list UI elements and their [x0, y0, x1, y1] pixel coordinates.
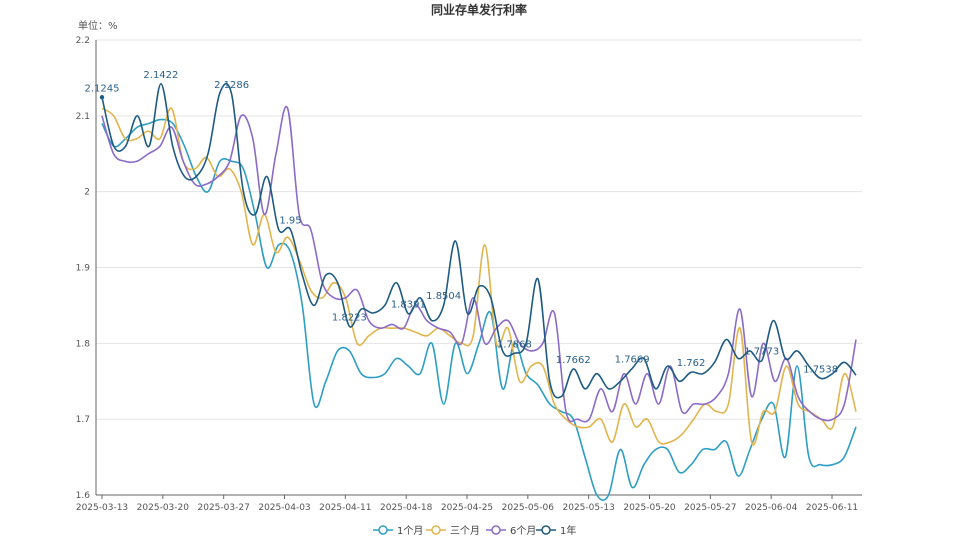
- data-label: 1.8223: [332, 312, 367, 323]
- data-label: 1.95: [279, 216, 301, 227]
- y-tick-label: 1.6: [76, 491, 91, 501]
- legend-marker: [431, 525, 441, 535]
- legend-marker: [491, 525, 501, 535]
- data-label: 2.1245: [85, 83, 120, 94]
- data-label: 1.8504: [426, 291, 461, 302]
- series-line-1: [101, 107, 857, 446]
- y-tick-label: 1.9: [76, 264, 91, 274]
- legend-label[interactable]: 三个月: [450, 525, 480, 537]
- x-tick-label: 2025-04-18: [380, 503, 433, 513]
- x-tick-label: 2025-05-13: [563, 503, 615, 513]
- data-label: 1.7669: [615, 354, 650, 365]
- legend-label[interactable]: 1年: [560, 524, 576, 537]
- x-tick-label: 2025-04-03: [258, 503, 310, 513]
- axes: 1.6 1.7 1.8 1.9 2 2.1 2.2 2025-03-13 2025-03-20 2…: [76, 36, 862, 513]
- legend-label[interactable]: 6个月: [510, 525, 536, 537]
- series-line-3: [101, 82, 857, 399]
- data-label: 2.1422: [143, 70, 178, 81]
- data-label: 1.8391: [391, 300, 426, 311]
- x-tick-label: 2025-03-13: [76, 503, 128, 513]
- x-tick-label: 2025-06-04: [745, 503, 798, 513]
- unit-label: 单位：%: [78, 19, 118, 32]
- x-tick-label: 2025-05-27: [684, 503, 736, 513]
- data-label: 1.7538: [803, 364, 838, 375]
- y-tick-label: 2.1: [76, 112, 90, 122]
- x-tick-label: 2025-04-25: [441, 503, 493, 513]
- y-tick-label: 1.8: [76, 339, 91, 349]
- grid-lines: [96, 39, 862, 496]
- x-tick-label: 2025-06-11: [806, 503, 858, 513]
- x-tick-label: 2025-03-20: [137, 503, 190, 513]
- y-tick-label: 2.2: [76, 36, 90, 46]
- x-tick-label: 2025-05-06: [502, 503, 555, 513]
- series-line-0: [101, 118, 857, 502]
- y-tick-label: 2: [84, 188, 90, 198]
- series-lines: [99, 82, 857, 502]
- data-label: 1.7868: [497, 339, 532, 350]
- x-tick-label: 2025-03-27: [198, 503, 250, 513]
- y-tick-label: 1.7: [76, 415, 90, 425]
- legend: 1个月 三个月 6个月 1年: [373, 524, 576, 537]
- data-label: 2.1286: [214, 80, 249, 91]
- legend-label[interactable]: 1个月: [397, 525, 423, 537]
- x-tick-label: 2025-04-11: [319, 503, 371, 513]
- chart-title: 同业存单发行利率: [431, 2, 527, 17]
- data-label: 1.762: [677, 358, 706, 369]
- x-tick-label: 2025-05-20: [623, 503, 676, 513]
- series-point: [99, 95, 105, 100]
- data-labels: 2.1245 2.1422 2.1286 1.95 1.8223 1.83911.8504…: [85, 70, 839, 376]
- data-label: 1.7773: [744, 347, 779, 358]
- legend-marker: [378, 525, 388, 535]
- legend-marker: [541, 525, 551, 535]
- series-line-2: [101, 105, 857, 423]
- data-label: 1.7662: [556, 355, 591, 366]
